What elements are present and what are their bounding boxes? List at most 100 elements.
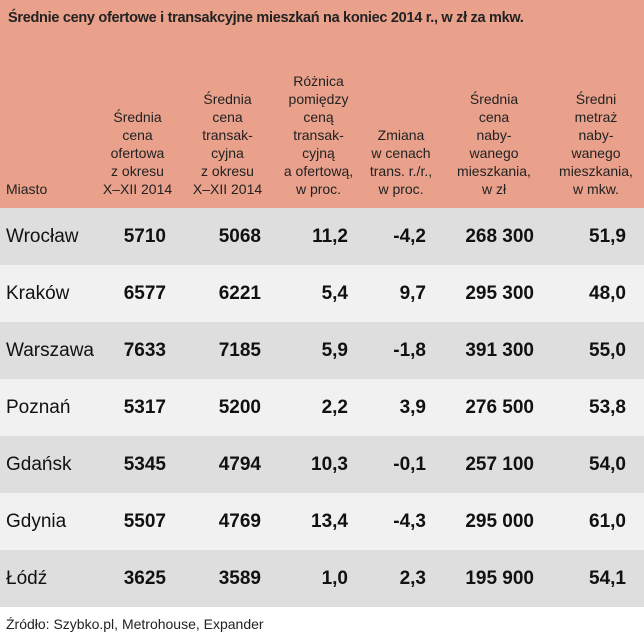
value-cell: 5068 [218, 226, 261, 247]
header-line: a ofertową, [283, 163, 354, 179]
header-cell: Średnia cena transak-cyjna z okresu X–XII 20… [180, 90, 275, 198]
value-cell: 5345 [123, 454, 166, 475]
table-row: Gdańsk 5345 4794 10,3 -0,1 257 100 54,0 [0, 436, 644, 493]
header-line: trans. r./r., [369, 163, 433, 179]
header-line: Średnia [113, 109, 162, 125]
header-cell: Średnia cena naby-wanego mieszkania, w zł [440, 90, 548, 198]
header-line: w cenach [371, 145, 431, 161]
city-name: Łódź [6, 568, 48, 589]
header-line: w proc. [378, 181, 424, 197]
header-line: Miasto [6, 181, 48, 197]
value-cell: 13,4 [311, 511, 348, 532]
value-cell: 391 300 [465, 340, 534, 361]
value-cell: 2,2 [321, 397, 348, 418]
header-cell: Średnia cena ofertowa z okresu X–XII 2014 [95, 108, 180, 198]
city-name: Kraków [6, 283, 70, 304]
value-cell: 11,2 [312, 226, 348, 247]
header-line: z okresu [111, 163, 164, 179]
table-row: Kraków 6577 6221 5,4 9,7 295 300 48,0 [0, 265, 644, 322]
value-cell: -4,2 [393, 226, 426, 247]
value-cell: 5317 [123, 397, 166, 418]
value-cell: 295 300 [465, 283, 534, 304]
value-cell: 10,3 [311, 454, 348, 475]
header-line: cyjną [302, 145, 335, 161]
header-line: X–XII 2014 [192, 181, 263, 197]
header-line: ofertowa [110, 145, 165, 161]
header-line: wanego [469, 145, 519, 161]
header-line: cena [478, 109, 510, 125]
value-cell: -4,3 [393, 511, 426, 532]
header-line: mieszkania, [559, 163, 633, 179]
header-line: pomiędzy [288, 91, 349, 107]
header-line: cyjna [211, 145, 244, 161]
header-line: wanego [571, 145, 621, 161]
value-cell: 3625 [123, 568, 166, 589]
city-name: Wrocław [6, 226, 79, 247]
header-line: Średni [575, 91, 617, 107]
value-cell: 7633 [123, 340, 166, 361]
value-cell: -0,1 [393, 454, 426, 475]
value-cell: 195 900 [465, 568, 534, 589]
value-cell: 6221 [218, 283, 261, 304]
header-line: transak- [202, 127, 253, 143]
source: Źródło: Szybko.pl, Metrohouse, Expander [6, 616, 264, 632]
header-line: Różnica [293, 73, 344, 89]
value-cell: 276 500 [465, 397, 534, 418]
header-line: z okresu [201, 163, 254, 179]
table-row: Łódź 3625 3589 1,0 2,3 195 900 54,1 [0, 550, 644, 607]
value-cell: 268 300 [465, 226, 534, 247]
header-line: ceną [303, 109, 334, 125]
header-line: metraż [574, 109, 618, 125]
value-cell: 54,1 [589, 568, 626, 589]
city-name: Warszawa [6, 340, 94, 361]
value-cell: 7185 [218, 340, 261, 361]
value-cell: 48,0 [589, 283, 626, 304]
city-name: Gdańsk [6, 454, 72, 475]
header-line: w proc. [295, 181, 342, 197]
table-row: Wrocław 5710 5068 11,2 -4,2 268 300 51,9 [0, 208, 644, 265]
value-cell: 5,9 [321, 340, 348, 361]
value-cell: 5,4 [321, 283, 348, 304]
header-line: Średnia [469, 91, 519, 107]
header-line: Zmiana [377, 127, 425, 143]
header-cell: Średni metraż naby-wanego mieszkania, w mkw. [548, 90, 644, 198]
header-band: Średnie ceny ofertowe i transakcyjne mie… [0, 0, 644, 208]
header-line: mieszkania, [457, 163, 531, 179]
header-line: naby- [578, 127, 614, 143]
header-line: X–XII 2014 [102, 181, 173, 197]
value-cell: 9,7 [399, 283, 426, 304]
title: Średnie ceny ofertowe i transakcyjne mie… [8, 10, 524, 26]
table-row: Warszawa 7633 7185 5,9 -1,8 391 300 55,0 [0, 322, 644, 379]
header-cell: Miasto [6, 180, 47, 198]
table-row: Gdynia 5507 4769 13,4 -4,3 295 000 61,0 [0, 493, 644, 550]
value-cell: 4794 [218, 454, 261, 475]
header-cell: Różnica pomiędzy ceną transak-cyjną a oferto… [275, 72, 362, 198]
value-cell: 2,3 [399, 568, 426, 589]
header-line: cena [122, 127, 153, 143]
header-line: Średnia [203, 91, 252, 107]
value-cell: 257 100 [465, 454, 534, 475]
value-cell: 1,0 [321, 568, 348, 589]
value-cell: 3,9 [399, 397, 426, 418]
header-line: naby- [476, 127, 512, 143]
city-name: Gdynia [6, 511, 67, 532]
value-cell: 3589 [218, 568, 261, 589]
header-cell: Zmiana w cenach trans. r./r., w proc. [362, 126, 440, 198]
value-cell: 61,0 [589, 511, 626, 532]
value-cell: 5507 [123, 511, 166, 532]
value-cell: 54,0 [589, 454, 626, 475]
value-cell: 51,9 [589, 226, 626, 247]
value-cell: 295 000 [465, 511, 534, 532]
header-line: w mkw. [573, 181, 619, 197]
value-cell: 4769 [218, 511, 261, 532]
header-line: cena [212, 109, 243, 125]
header-line: w zł [481, 181, 507, 197]
value-cell: 5710 [123, 226, 166, 247]
table-row: Poznań 5317 5200 2,2 3,9 276 500 53,8 [0, 379, 644, 436]
value-cell: 6577 [123, 283, 166, 304]
city-name: Poznań [6, 397, 71, 418]
header-line: transak- [293, 127, 344, 143]
value-cell: 55,0 [589, 340, 626, 361]
value-cell: 5200 [218, 397, 261, 418]
